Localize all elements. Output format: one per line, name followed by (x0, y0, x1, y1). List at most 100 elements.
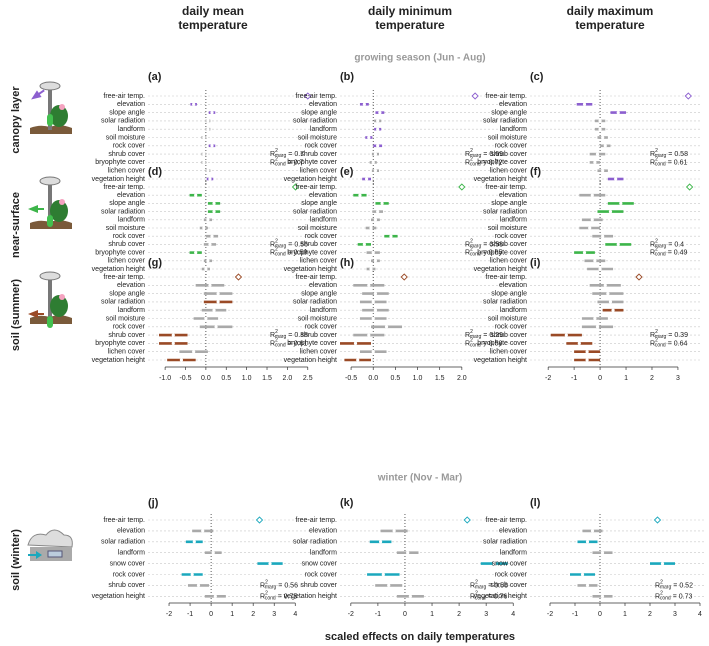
estimate-point (590, 218, 594, 222)
r2-power: 2 (660, 591, 663, 597)
category-label: solar radiation (293, 539, 337, 546)
category-label: shrub cover (300, 241, 337, 248)
category-label: shrub cover (490, 332, 527, 339)
r2-power: 2 (470, 157, 473, 163)
estimate-point (582, 102, 587, 106)
category-label: lichen cover (300, 349, 338, 356)
r2-power: 2 (470, 329, 473, 335)
estimate-point (387, 583, 391, 588)
category-label: vegetation height (474, 357, 527, 364)
r2-equals: = (483, 332, 487, 339)
estimate-point (196, 583, 201, 588)
row-title: soil (summer) (10, 279, 22, 351)
category-label: bryophyte cover (477, 340, 527, 347)
estimate-point (376, 210, 380, 214)
r2-equals: = (488, 593, 492, 600)
r2-annotation: R2 cond = 0.73 (655, 591, 693, 602)
r2-subscript: marg (265, 585, 277, 591)
estimate-point (204, 267, 208, 271)
category-label: free-air temp. (485, 184, 527, 191)
estimate-point (364, 177, 369, 181)
row-title: soil (winter) (10, 529, 22, 591)
category-label: free-air temp. (485, 93, 527, 100)
estimate-point (600, 551, 605, 555)
panel-label: (g) (148, 257, 162, 269)
r2-annotation: R2 marg = 0.56 (260, 580, 298, 591)
point-diamond (291, 183, 300, 191)
category-label: rock cover (113, 571, 146, 578)
x-tick-label: -2 (348, 611, 354, 618)
r2-annotation: R2 marg = 0.39 (650, 329, 688, 340)
estimate-point (201, 529, 205, 533)
r2-value: 0.72 (489, 159, 503, 166)
category-label: solar radiation (101, 299, 145, 306)
x-tick-label: 1 (230, 611, 234, 618)
r2-power: 2 (655, 157, 658, 163)
x-tick-label: 2.0 (283, 375, 293, 382)
r2-subscript: cond (655, 162, 666, 168)
category-label: vegetation height (284, 593, 337, 600)
category-label: shrub cover (490, 151, 527, 158)
estimate-point (373, 218, 378, 222)
category-label: rock cover (305, 233, 338, 240)
estimate-point (356, 358, 360, 362)
estimate-point (202, 135, 206, 140)
r2-annotation: R2 marg = 0.56 (270, 239, 308, 250)
estimate-point (585, 540, 590, 544)
estimate-point (384, 325, 389, 329)
category-label: soil moisture (488, 134, 527, 141)
r2-symbol: R (270, 340, 275, 347)
x-tick-label: 0 (598, 611, 602, 618)
r2-subscript: cond (660, 596, 671, 602)
point-diamond (234, 273, 243, 281)
category-label: landform (500, 126, 527, 133)
r2-power: 2 (470, 338, 473, 344)
estimate-point (619, 201, 623, 205)
r2-value: 0.39 (674, 332, 688, 339)
r2-value: 0.64 (674, 340, 688, 347)
estimate-point (593, 316, 597, 321)
category-label: slope angle (301, 200, 337, 207)
estimate-point (660, 562, 665, 566)
r2-subscript: cond (655, 343, 666, 349)
x-tick-label: 0 (598, 375, 602, 382)
estimate-point (369, 226, 373, 230)
estimate-point (371, 350, 375, 354)
x-tick-label: -1 (375, 611, 381, 618)
r2-symbol: R (470, 593, 475, 600)
x-tick-label: -0.5 (179, 375, 191, 382)
category-label: elevation (309, 192, 337, 199)
estimate-point (376, 127, 380, 131)
r2-value: 0.29 (489, 332, 503, 339)
x-tick-label: 1.0 (413, 375, 423, 382)
category-label: free-air temp. (103, 517, 145, 524)
estimate-point (179, 358, 184, 362)
r2-value: 0.59 (294, 249, 308, 256)
stake (48, 278, 52, 320)
estimate-point (210, 111, 214, 115)
logger-icon (27, 529, 73, 561)
category-label: soil moisture (298, 315, 337, 322)
r2-annotation: R2 marg = 0.29 (465, 329, 503, 340)
estimate-point (595, 325, 600, 329)
estimate-point (601, 169, 605, 173)
estimate-point (194, 193, 198, 197)
x-tick-label: 1 (624, 375, 628, 382)
estimate-point (202, 152, 206, 156)
category-label: free-air temp. (295, 274, 337, 281)
estimate-point (389, 234, 393, 238)
r2-symbol: R (270, 159, 275, 166)
flower (59, 104, 65, 110)
r2-symbol: R (465, 249, 470, 256)
r2-equals: = (278, 582, 282, 589)
r2-power: 2 (470, 247, 473, 253)
r2-annotation: R2 marg = 0.69 (465, 148, 503, 159)
r2-symbol: R (650, 159, 655, 166)
x-tick-label: 3 (673, 611, 677, 618)
r2-symbol: R (650, 332, 655, 339)
r2-value: 0.65 (489, 249, 503, 256)
estimate-point (206, 218, 210, 222)
r2-symbol: R (650, 340, 655, 347)
r2-annotation: R2 cond = 0.61 (650, 157, 688, 168)
r2-subscript: cond (265, 596, 276, 602)
